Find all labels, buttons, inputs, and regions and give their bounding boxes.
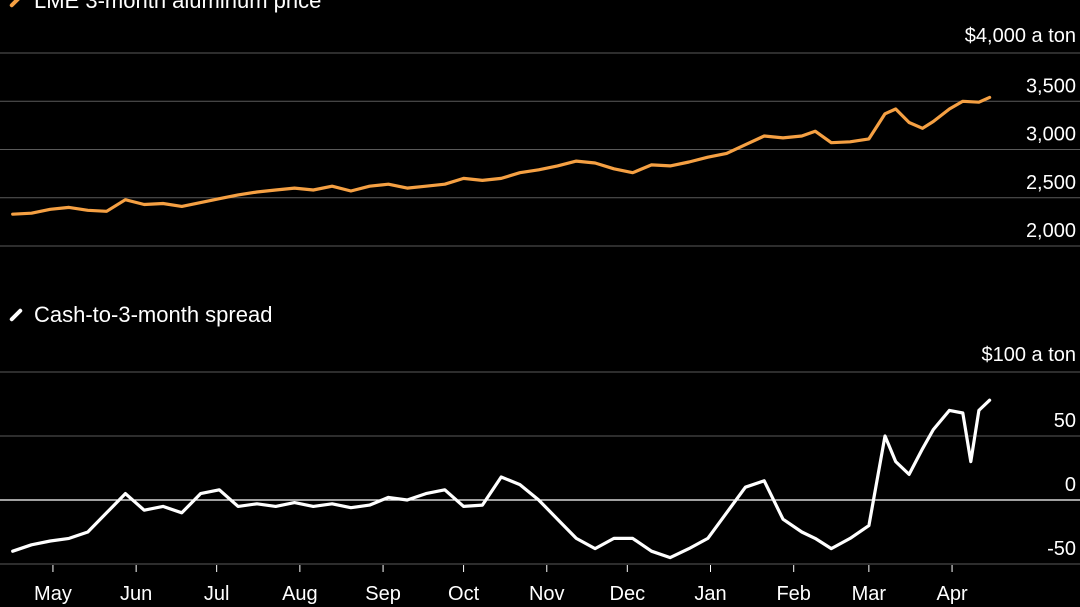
price-series-line bbox=[11, 95, 992, 216]
price-ytick-label: 2,500 bbox=[1026, 172, 1076, 194]
x-tick-label: Apr bbox=[936, 583, 967, 605]
spread-legend-label: Cash-to-3-month spread bbox=[34, 302, 273, 327]
x-tick-label: Oct bbox=[448, 583, 480, 605]
spread-panel: $100 a ton 50 0 -50 bbox=[0, 344, 1080, 565]
spread-unit-label: $100 a ton bbox=[981, 344, 1076, 366]
price-legend-label: LME 3-month aluminum price bbox=[34, 0, 322, 13]
x-tick-label: Jun bbox=[120, 583, 152, 605]
price-ytick-label: 3,000 bbox=[1026, 124, 1076, 146]
x-tick-label: Jan bbox=[694, 583, 726, 605]
x-tick-label: May bbox=[34, 583, 72, 605]
x-tick-label: Nov bbox=[529, 583, 565, 605]
price-panel: $4,000 a ton 3,500 3,000 2,500 2,000 bbox=[0, 25, 1080, 247]
price-unit-label: $4,000 a ton bbox=[965, 25, 1076, 47]
x-tick-label: Sep bbox=[365, 583, 401, 605]
x-axis: May Jun Jul Aug Sep Oct Nov Dec Jan Feb Mar Apr bbox=[34, 565, 968, 605]
x-tick-label: Jul bbox=[204, 583, 230, 605]
spread-ytick-label: 0 bbox=[1065, 474, 1076, 496]
spread-legend: Cash-to-3-month spread bbox=[8, 302, 272, 328]
price-legend: LME 3-month aluminum price bbox=[8, 0, 321, 14]
spread-ytick-label: 50 bbox=[1054, 410, 1076, 432]
price-ytick-label: 2,000 bbox=[1026, 220, 1076, 242]
x-tick-label: Aug bbox=[282, 583, 318, 605]
x-tick-label: Mar bbox=[852, 583, 887, 605]
spread-series-line bbox=[11, 398, 992, 560]
spread-ytick-label: -50 bbox=[1047, 538, 1076, 560]
price-ytick-label: 3,500 bbox=[1026, 75, 1076, 97]
x-tick-label: Feb bbox=[776, 583, 810, 605]
x-tick-label: Dec bbox=[610, 583, 646, 605]
